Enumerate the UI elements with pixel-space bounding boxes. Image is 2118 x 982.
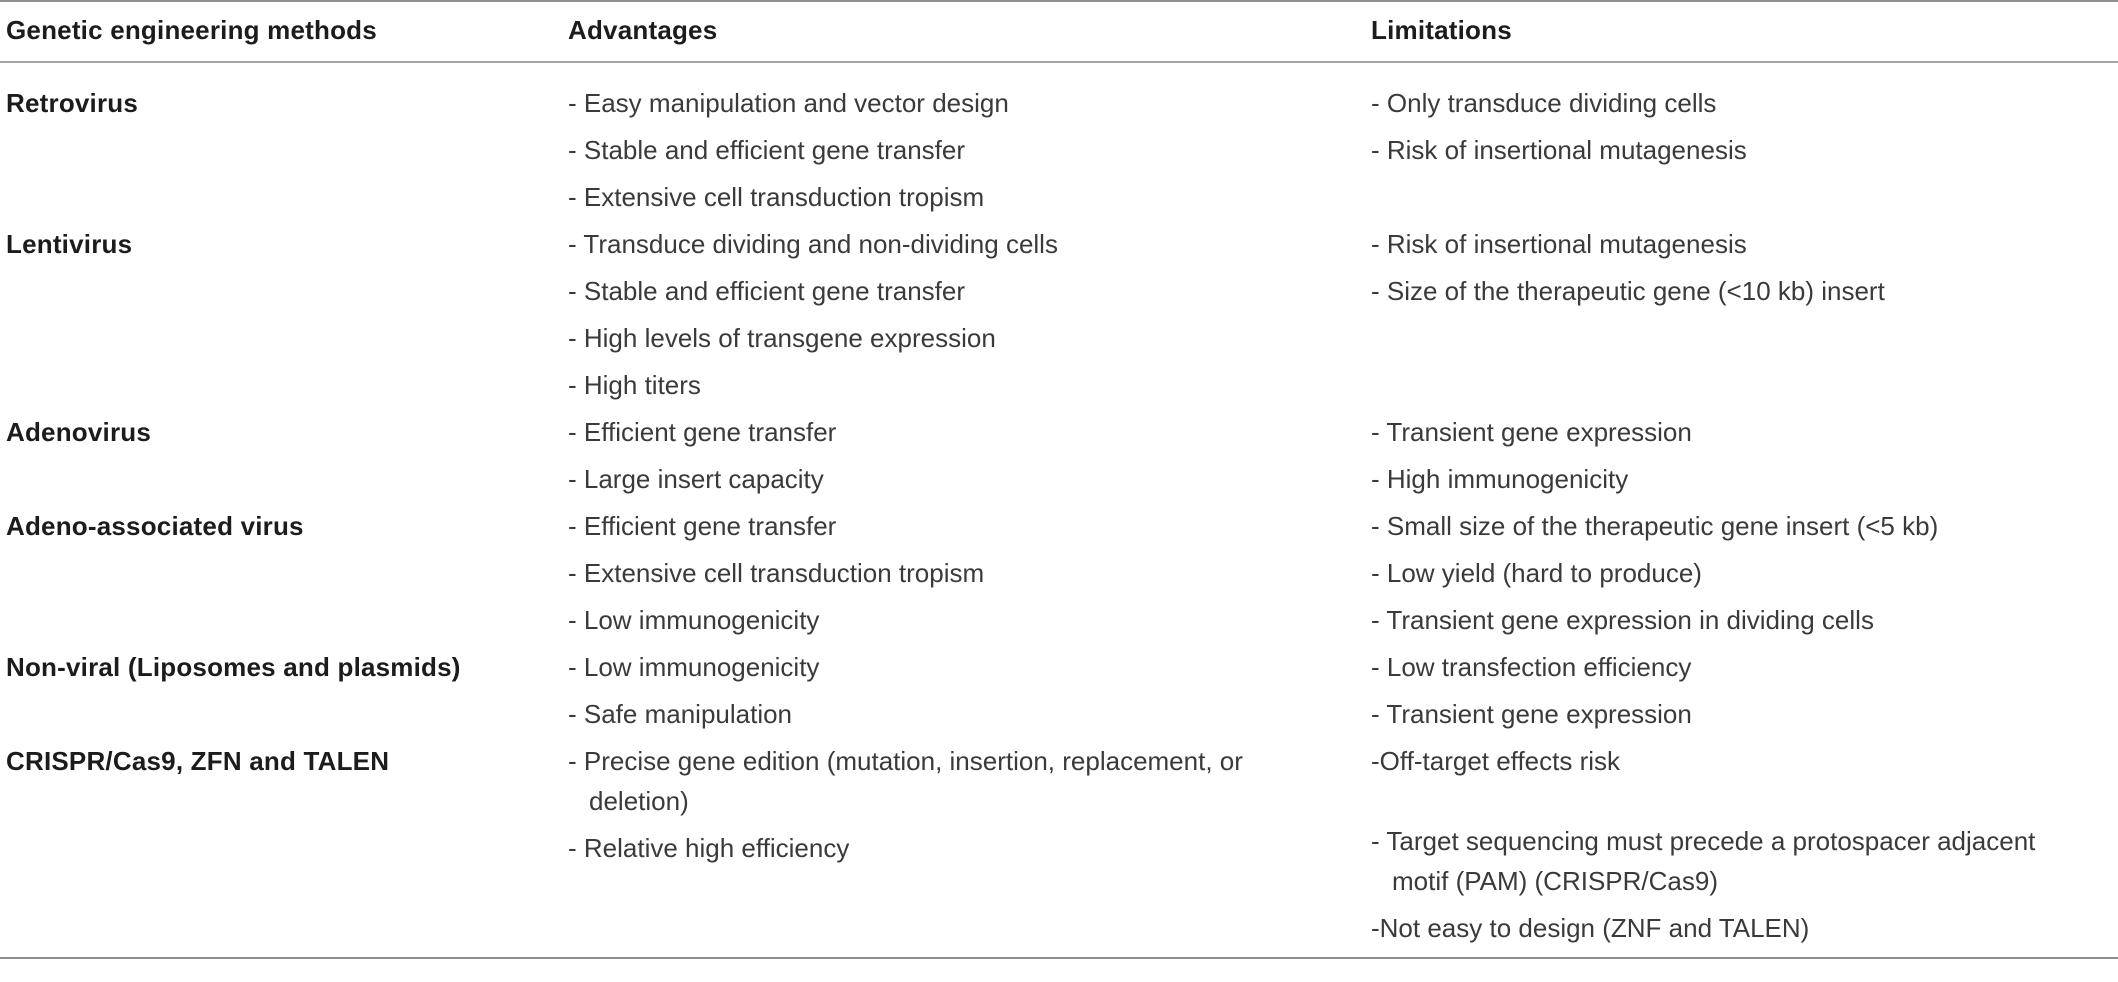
limitations-cell: - Low transfection efficiency - Transien… <box>1365 647 2118 741</box>
advantages-cell: - Easy manipulation and vector design - … <box>562 83 1365 224</box>
limitation-item: - Low yield (hard to produce) <box>1371 558 1702 588</box>
advantages-cell: - Transduce dividing and non-dividing ce… <box>562 224 1365 412</box>
advantage-item: - Large insert capacity <box>568 464 824 494</box>
limitation-item: - Transient gene expression in dividing … <box>1371 605 1874 635</box>
advantage-item: - Efficient gene transfer <box>568 417 837 447</box>
advantages-cell: - Efficient gene transfer - Extensive ce… <box>562 506 1365 647</box>
advantage-item: - Safe manipulation <box>568 699 793 729</box>
table-row-adeno-associated-virus: Adeno-associated virus - Efficient gene … <box>0 506 2118 647</box>
advantage-item: - Transduce dividing and non-dividing ce… <box>568 229 1058 259</box>
table-body: Retrovirus - Easy manipulation and vecto… <box>0 63 2118 959</box>
advantage-item: - High levels of transgene expression <box>568 323 996 353</box>
limitation-item: - Risk of insertional mutagenesis <box>1371 229 1747 259</box>
limitation-item: - Risk of insertional mutagenesis <box>1371 135 1747 165</box>
limitations-cell: - Small size of the therapeutic gene ins… <box>1365 506 2118 647</box>
advantage-item: - Extensive cell transduction tropism <box>568 182 985 212</box>
method-cell: Adeno-associated virus <box>6 511 304 541</box>
advantages-cell: - Precise gene edition (mutation, insert… <box>562 741 1365 875</box>
table-header-row: Genetic engineering methods Advantages L… <box>0 2 2118 63</box>
method-cell: Lentivirus <box>6 229 133 259</box>
limitations-cell: - Transient gene expression - High immun… <box>1365 412 2118 506</box>
table-row-retrovirus: Retrovirus - Easy manipulation and vecto… <box>0 83 2118 224</box>
table-row-crispr-zfn-talen: CRISPR/Cas9, ZFN and TALEN - Precise gen… <box>0 741 2118 955</box>
method-cell: CRISPR/Cas9, ZFN and TALEN <box>6 746 390 776</box>
advantages-cell: - Low immunogenicity - Safe manipulation <box>562 647 1365 741</box>
limitation-item: - Only transduce dividing cells <box>1371 88 1717 118</box>
limitations-cell: - Only transduce dividing cells - Risk o… <box>1365 83 2118 177</box>
advantage-item: - Precise gene edition (mutation, insert… <box>568 746 1243 816</box>
limitation-item: - Transient gene expression <box>1371 417 1692 447</box>
limitation-item: - Size of the therapeutic gene (<10 kb) … <box>1371 276 1885 306</box>
method-cell: Adenovirus <box>6 417 152 447</box>
limitation-item: -Off-target effects risk <box>1371 746 1621 776</box>
table-row-non-viral: Non-viral (Liposomes and plasmids) - Low… <box>0 647 2118 741</box>
table-row-lentivirus: Lentivirus - Transduce dividing and non-… <box>0 224 2118 412</box>
advantage-item: - High titers <box>568 370 701 400</box>
advantage-item: - Low immunogenicity <box>568 652 820 682</box>
advantage-item: - Stable and efficient gene transfer <box>568 135 965 165</box>
limitations-cell: -Off-target effects risk - Target sequen… <box>1365 741 2118 955</box>
column-header-methods: Genetic engineering methods <box>6 15 377 45</box>
limitation-item: - Transient gene expression <box>1371 699 1692 729</box>
genetic-engineering-methods-table: Genetic engineering methods Advantages L… <box>0 0 2118 959</box>
advantage-item: - Easy manipulation and vector design <box>568 88 1009 118</box>
column-header-limitations: Limitations <box>1371 15 1512 45</box>
advantage-item: - Stable and efficient gene transfer <box>568 276 965 306</box>
limitation-item: - Target sequencing must precede a proto… <box>1371 826 2036 896</box>
limitation-item: - Small size of the therapeutic gene ins… <box>1371 511 1939 541</box>
column-header-advantages: Advantages <box>568 15 718 45</box>
method-cell: Non-viral (Liposomes and plasmids) <box>6 652 461 682</box>
limitation-item: - Low transfection efficiency <box>1371 652 1692 682</box>
advantage-item: - Low immunogenicity <box>568 605 820 635</box>
limitation-item: - High immunogenicity <box>1371 464 1629 494</box>
limitation-item: -Not easy to design (ZNF and TALEN) <box>1371 913 1810 943</box>
limitations-cell: - Risk of insertional mutagenesis - Size… <box>1365 224 2118 318</box>
advantages-cell: - Efficient gene transfer - Large insert… <box>562 412 1365 506</box>
advantage-item: - Extensive cell transduction tropism <box>568 558 985 588</box>
method-cell: Retrovirus <box>6 88 139 118</box>
table-row-adenovirus: Adenovirus - Efficient gene transfer - L… <box>0 412 2118 506</box>
advantage-item: - Relative high efficiency <box>568 833 850 863</box>
advantage-item: - Efficient gene transfer <box>568 511 837 541</box>
